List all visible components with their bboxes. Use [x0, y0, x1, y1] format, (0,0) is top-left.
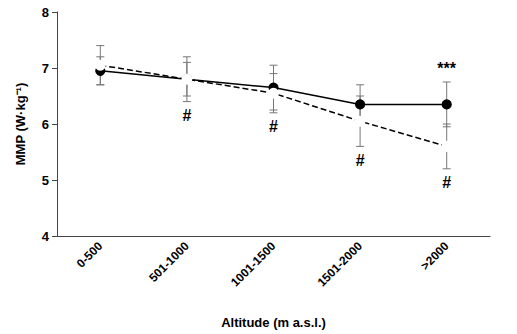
- svg-text:1001-1500: 1001-1500: [228, 239, 279, 290]
- svg-text:4: 4: [42, 229, 50, 244]
- svg-text:#: #: [356, 152, 365, 169]
- svg-text:501-1000: 501-1000: [146, 239, 192, 285]
- svg-text:6: 6: [42, 117, 49, 132]
- svg-text:5: 5: [42, 173, 49, 188]
- svg-text:#: #: [269, 118, 278, 135]
- svg-text:Altitude (m a.s.l.): Altitude (m a.s.l.): [221, 315, 326, 330]
- svg-text:7: 7: [42, 61, 49, 76]
- svg-text:#: #: [182, 107, 191, 124]
- svg-text:#: #: [442, 174, 451, 191]
- svg-text:MMP (W·kg⁻¹): MMP (W·kg⁻¹): [13, 83, 28, 165]
- svg-text:***: ***: [437, 60, 456, 77]
- svg-text:0-500: 0-500: [74, 239, 106, 271]
- svg-text:8: 8: [42, 5, 49, 20]
- svg-text:1501-2000: 1501-2000: [315, 239, 366, 290]
- svg-text:>2000: >2000: [418, 239, 452, 273]
